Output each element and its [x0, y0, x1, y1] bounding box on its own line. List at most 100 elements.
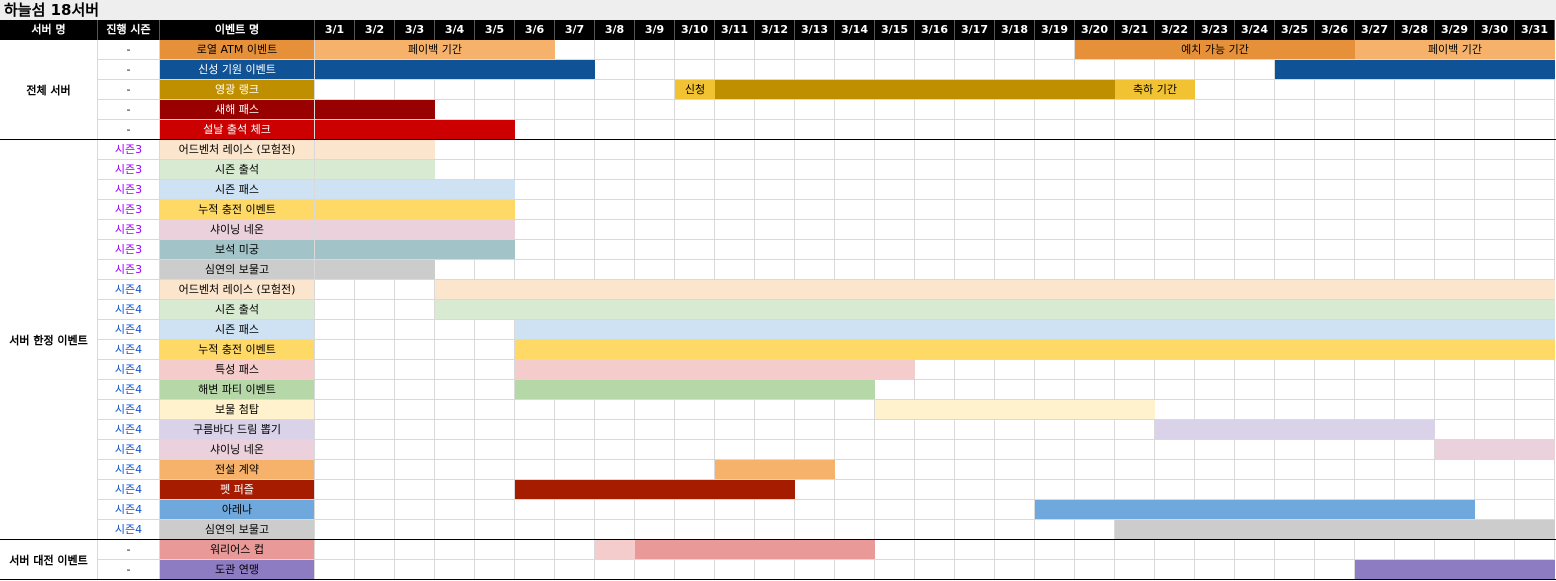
- day-cell[interactable]: [715, 60, 755, 80]
- day-cell[interactable]: [435, 260, 475, 280]
- day-cell[interactable]: [995, 60, 1035, 80]
- day-cell[interactable]: [635, 260, 675, 280]
- header-day[interactable]: 3/29: [1435, 20, 1475, 40]
- day-cell[interactable]: [1115, 440, 1155, 460]
- header-day[interactable]: 3/30: [1475, 20, 1515, 40]
- day-cell[interactable]: [1155, 140, 1195, 160]
- day-cell[interactable]: [555, 520, 595, 540]
- day-cell[interactable]: [1155, 360, 1195, 380]
- day-cell[interactable]: [475, 160, 515, 180]
- day-cell[interactable]: [515, 80, 555, 100]
- day-cell[interactable]: [795, 420, 835, 440]
- day-cell[interactable]: [835, 140, 875, 160]
- day-cell[interactable]: [915, 420, 955, 440]
- day-cell[interactable]: [675, 200, 715, 220]
- event-name-cell[interactable]: 심연의 보물고: [160, 260, 315, 280]
- event-name-cell[interactable]: 누적 충전 이벤트: [160, 340, 315, 360]
- day-cell[interactable]: [355, 360, 395, 380]
- event-name-cell[interactable]: 심연의 보물고: [160, 520, 315, 540]
- day-cell[interactable]: [835, 200, 875, 220]
- day-cell[interactable]: [1315, 540, 1355, 560]
- day-cell[interactable]: [1315, 200, 1355, 220]
- day-cell[interactable]: [755, 120, 795, 140]
- day-cell[interactable]: [955, 200, 995, 220]
- day-cell[interactable]: [515, 240, 555, 260]
- day-cell[interactable]: [1075, 100, 1115, 120]
- day-cell[interactable]: [1035, 560, 1075, 580]
- day-cell[interactable]: [515, 220, 555, 240]
- day-cell[interactable]: [1195, 180, 1235, 200]
- event-period-bar[interactable]: [315, 200, 515, 219]
- day-cell[interactable]: [595, 80, 635, 100]
- day-cell[interactable]: [1315, 120, 1355, 140]
- day-cell[interactable]: [1475, 100, 1515, 120]
- day-cell[interactable]: [395, 380, 435, 400]
- day-cell[interactable]: [1515, 240, 1555, 260]
- day-cell[interactable]: [1235, 160, 1275, 180]
- day-cell[interactable]: [1035, 520, 1075, 540]
- day-cell[interactable]: [755, 260, 795, 280]
- day-cell[interactable]: [675, 440, 715, 460]
- day-cell[interactable]: [1235, 260, 1275, 280]
- day-cell[interactable]: [875, 420, 915, 440]
- day-cell[interactable]: [755, 520, 795, 540]
- day-cell[interactable]: [915, 560, 955, 580]
- day-cell[interactable]: [1355, 400, 1395, 420]
- day-cell[interactable]: [995, 460, 1035, 480]
- day-cell[interactable]: [1475, 260, 1515, 280]
- event-name-cell[interactable]: 시즌 출석: [160, 160, 315, 180]
- day-cell[interactable]: [875, 220, 915, 240]
- day-cell[interactable]: [1395, 120, 1435, 140]
- event-period-bar[interactable]: [315, 220, 515, 239]
- header-day[interactable]: 3/7: [555, 20, 595, 40]
- event-name-cell[interactable]: 보석 미궁: [160, 240, 315, 260]
- day-cell[interactable]: [435, 400, 475, 420]
- day-cell[interactable]: [1115, 460, 1155, 480]
- day-cell[interactable]: [515, 180, 555, 200]
- day-cell[interactable]: [315, 400, 355, 420]
- day-cell[interactable]: [835, 500, 875, 520]
- day-cell[interactable]: [1315, 140, 1355, 160]
- header-day[interactable]: 3/26: [1315, 20, 1355, 40]
- day-cell[interactable]: [1395, 200, 1435, 220]
- day-cell[interactable]: [555, 160, 595, 180]
- day-cell[interactable]: [1275, 460, 1315, 480]
- header-day[interactable]: 3/11: [715, 20, 755, 40]
- day-cell[interactable]: [995, 260, 1035, 280]
- header-day[interactable]: 3/10: [675, 20, 715, 40]
- day-cell[interactable]: [435, 560, 475, 580]
- day-cell[interactable]: [595, 420, 635, 440]
- season-cell[interactable]: 시즌4: [98, 300, 160, 320]
- day-cell[interactable]: [1075, 140, 1115, 160]
- day-cell[interactable]: [675, 140, 715, 160]
- day-cell[interactable]: [715, 440, 755, 460]
- day-cell[interactable]: [355, 520, 395, 540]
- day-cell[interactable]: [1515, 260, 1555, 280]
- day-cell[interactable]: [1155, 120, 1195, 140]
- event-period-bar[interactable]: [315, 140, 435, 159]
- day-cell[interactable]: [315, 520, 355, 540]
- day-cell[interactable]: [1515, 480, 1555, 500]
- day-cell[interactable]: [555, 120, 595, 140]
- day-cell[interactable]: [795, 480, 835, 500]
- day-cell[interactable]: [1075, 560, 1115, 580]
- event-name-cell[interactable]: 전설 계약: [160, 460, 315, 480]
- day-cell[interactable]: [915, 160, 955, 180]
- day-cell[interactable]: [435, 480, 475, 500]
- day-cell[interactable]: [395, 340, 435, 360]
- day-cell[interactable]: [635, 560, 675, 580]
- day-cell[interactable]: [1075, 540, 1115, 560]
- day-cell[interactable]: [715, 180, 755, 200]
- day-cell[interactable]: [715, 200, 755, 220]
- day-cell[interactable]: [955, 160, 995, 180]
- day-cell[interactable]: [755, 180, 795, 200]
- day-cell[interactable]: [435, 520, 475, 540]
- day-cell[interactable]: [755, 140, 795, 160]
- day-cell[interactable]: [395, 540, 435, 560]
- day-cell[interactable]: [1275, 100, 1315, 120]
- day-cell[interactable]: [635, 200, 675, 220]
- day-cell[interactable]: [1195, 480, 1235, 500]
- day-cell[interactable]: [435, 500, 475, 520]
- day-cell[interactable]: [995, 420, 1035, 440]
- day-cell[interactable]: [1475, 480, 1515, 500]
